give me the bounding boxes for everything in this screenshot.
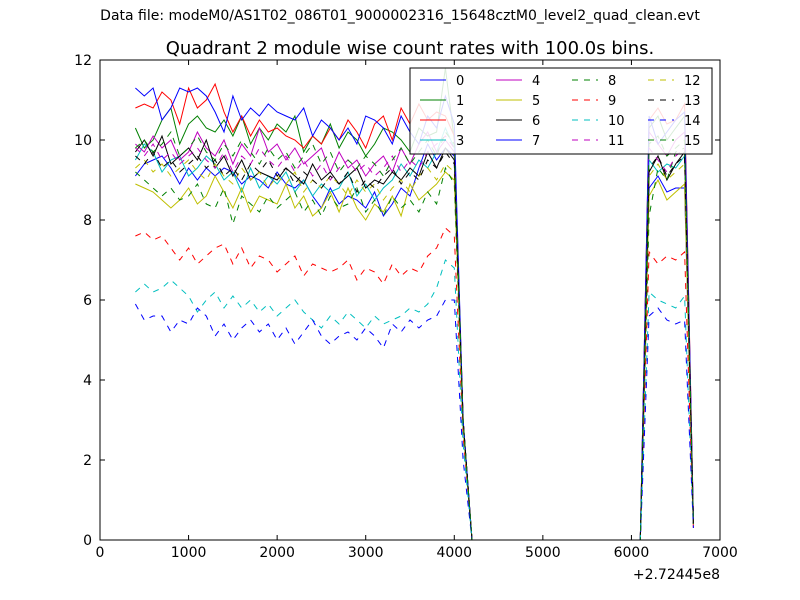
series-line-5	[135, 171, 694, 541]
legend-label-14: 14	[684, 114, 701, 129]
legend-label-6: 6	[532, 114, 540, 129]
series-line-6	[134, 134, 694, 541]
series-line-12	[135, 159, 694, 541]
legend-label-9: 9	[608, 94, 616, 109]
series-line-0	[134, 142, 694, 541]
legend-label-0: 0	[456, 74, 464, 89]
y-tick-label: 2	[83, 453, 92, 469]
x-tick-label: 3000	[348, 545, 384, 561]
y-tick-label: 12	[74, 53, 92, 69]
x-offset-label: +2.72445e8	[633, 567, 720, 583]
x-tick-label: 0	[96, 545, 105, 561]
series-line-15	[135, 130, 694, 541]
series-line-9	[135, 227, 694, 541]
legend-label-8: 8	[608, 74, 616, 89]
series-line-8	[135, 147, 694, 541]
legend-label-7: 7	[532, 134, 540, 149]
series-line-10	[135, 259, 694, 541]
y-tick-label: 4	[83, 373, 92, 389]
legend-label-1: 1	[456, 94, 464, 109]
legend-label-2: 2	[456, 114, 464, 129]
chart-title: Quadrant 2 module wise count rates with …	[166, 38, 655, 59]
legend-label-4: 4	[532, 74, 540, 89]
x-tick-label: 1000	[171, 545, 207, 561]
legend-label-15: 15	[684, 134, 701, 149]
series-line-13	[135, 151, 694, 541]
series-line-7	[135, 87, 694, 541]
x-tick-label: 7000	[702, 545, 738, 561]
figure-suptitle: Data file: modeM0/AS1T02_086T01_90000023…	[100, 8, 700, 24]
legend-label-12: 12	[684, 74, 701, 89]
series-line-3	[134, 126, 694, 541]
legend-label-5: 5	[532, 94, 540, 109]
x-tick-label: 6000	[614, 545, 650, 561]
series-line-14	[134, 299, 694, 541]
x-tick-label: 2000	[259, 545, 295, 561]
series-line-11	[135, 135, 694, 541]
x-tick-label: 5000	[525, 545, 561, 561]
series-line-4	[135, 126, 694, 541]
legend-label-3: 3	[456, 134, 464, 149]
y-tick-label: 10	[74, 133, 92, 149]
y-tick-label: 0	[83, 533, 92, 549]
y-tick-label: 6	[83, 293, 92, 309]
legend-label-10: 10	[608, 114, 625, 129]
legend-label-11: 11	[608, 134, 625, 149]
x-tick-label: 4000	[436, 545, 472, 561]
legend-label-13: 13	[684, 94, 701, 109]
y-tick-label: 8	[83, 213, 92, 229]
